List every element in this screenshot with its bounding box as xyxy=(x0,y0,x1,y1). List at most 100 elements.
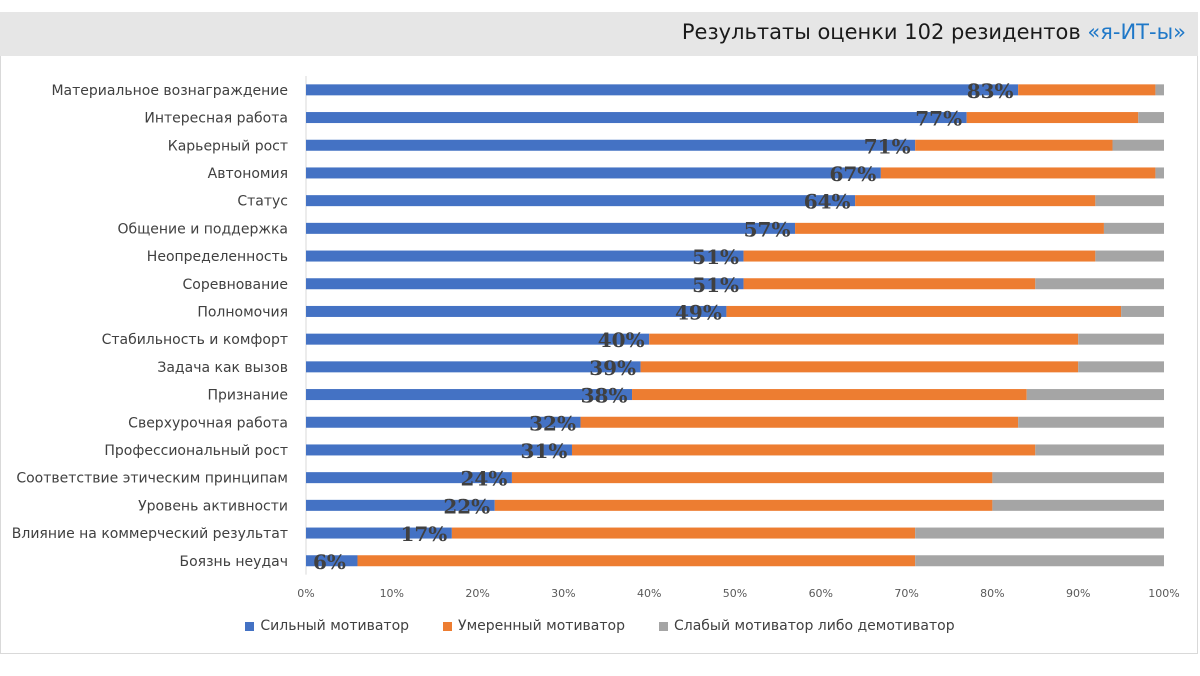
data-label: 40% xyxy=(598,328,645,352)
bar-segment-series-1 xyxy=(306,527,452,539)
bar-segment-series-2 xyxy=(743,250,1096,262)
bar-segment-series-3 xyxy=(1138,112,1164,124)
legend-item: Сильный мотиватор xyxy=(245,618,409,634)
bar-segment-series-2 xyxy=(1018,84,1156,96)
bar-segment-series-1 xyxy=(306,305,727,317)
x-tick-label: 90% xyxy=(1066,587,1090,600)
data-label: 83% xyxy=(967,79,1014,103)
legend-label: Сильный мотиватор xyxy=(260,618,410,634)
bar-segment-series-2 xyxy=(880,167,1156,179)
data-label: 51% xyxy=(692,245,739,269)
category-label: Влияние на коммерческий результат xyxy=(12,526,288,542)
bar-segment-series-3 xyxy=(915,555,1164,567)
bar-segment-series-1 xyxy=(306,112,967,124)
data-label: 39% xyxy=(589,356,636,380)
bar-segment-series-3 xyxy=(1018,416,1164,428)
bar-segment-series-3 xyxy=(915,527,1164,539)
bar-segment-series-3 xyxy=(1121,305,1164,317)
bar-segment-series-2 xyxy=(451,527,916,539)
data-label: 67% xyxy=(829,162,876,186)
bar-segment-series-2 xyxy=(915,139,1113,151)
bar-segment-series-1 xyxy=(306,250,744,262)
bar-segment-series-3 xyxy=(1026,389,1164,401)
data-label: 77% xyxy=(915,107,962,131)
x-tick-label: 0% xyxy=(297,587,314,600)
bar-segment-series-3 xyxy=(1035,444,1164,456)
chart-legend: Сильный мотиватор Умеренный мотиватор Слаб… xyxy=(0,618,1200,634)
bar-segment-series-2 xyxy=(966,112,1139,124)
category-label: Соревнование xyxy=(182,277,288,293)
bar-segment-series-2 xyxy=(580,416,1019,428)
bar-segment-series-2 xyxy=(571,444,1036,456)
bar-segment-series-2 xyxy=(726,305,1122,317)
bar-segment-series-2 xyxy=(511,472,993,484)
bar-segment-series-3 xyxy=(1155,84,1164,96)
x-tick-label: 20% xyxy=(465,587,489,600)
data-label: 24% xyxy=(460,467,507,491)
data-label: 49% xyxy=(675,300,722,324)
bar-segment-series-1 xyxy=(306,416,581,428)
legend-swatch xyxy=(245,621,255,631)
bar-segment-series-3 xyxy=(1095,250,1164,262)
x-tick-label: 50% xyxy=(723,587,747,600)
bar-segment-series-1 xyxy=(306,472,512,484)
bar-segment-series-1 xyxy=(306,84,1019,96)
bar-segment-series-1 xyxy=(306,195,856,207)
bar-segment-series-3 xyxy=(1035,278,1164,290)
bar-segment-series-3 xyxy=(1078,361,1164,373)
category-label: Интересная работа xyxy=(144,111,288,127)
bar-segment-series-1 xyxy=(306,389,633,401)
category-label: Задача как вызов xyxy=(157,360,288,376)
bar-segment-series-2 xyxy=(855,195,1096,207)
bar-segment-series-1 xyxy=(306,167,881,179)
bar-segment-series-2 xyxy=(632,389,1027,401)
bar-segment-series-3 xyxy=(1103,222,1164,234)
bar-segment-series-2 xyxy=(494,499,993,511)
bar-segment-series-3 xyxy=(1078,333,1164,345)
category-label: Профессиональный рост xyxy=(104,443,288,459)
bar-segment-series-1 xyxy=(306,139,916,151)
data-label: 31% xyxy=(521,439,568,463)
title-prefix: Результаты оценки 102 резидентов xyxy=(681,20,1088,44)
category-label: Сверхурочная работа xyxy=(128,415,288,431)
bar-segment-series-1 xyxy=(306,499,495,511)
bar-segment-series-1 xyxy=(306,222,796,234)
legend-swatch xyxy=(443,621,453,631)
title-bar xyxy=(0,12,1198,56)
category-label: Стабильность и комфорт xyxy=(102,332,288,348)
data-label: 71% xyxy=(864,134,911,158)
bar-segment-series-3 xyxy=(1112,139,1164,151)
x-tick-label: 30% xyxy=(551,587,575,600)
x-tick-label: 100% xyxy=(1148,587,1179,600)
chart-title: Результаты оценки 102 резидентов «я-ИТ-ы… xyxy=(682,20,1186,44)
bar-segment-series-3 xyxy=(1095,195,1164,207)
bar-segment-series-1 xyxy=(306,555,358,567)
category-label: Статус xyxy=(237,194,288,210)
category-label: Общение и поддержка xyxy=(117,221,288,237)
x-tick-label: 10% xyxy=(380,587,404,600)
legend-item: Умеренный мотиватор xyxy=(443,618,625,634)
category-label: Неопределенность xyxy=(147,249,288,265)
category-label: Карьерный рост xyxy=(168,138,288,154)
title-highlight: «я-ИТ-ы» xyxy=(1087,20,1186,44)
data-label: 57% xyxy=(744,217,791,241)
data-label: 51% xyxy=(692,273,739,297)
legend-swatch xyxy=(658,621,668,631)
bar-segment-series-1 xyxy=(306,278,744,290)
data-label: 38% xyxy=(581,384,628,408)
data-label: 32% xyxy=(529,411,576,435)
bar-segment-series-2 xyxy=(640,361,1079,373)
x-tick-label: 70% xyxy=(894,587,918,600)
legend-label: Слабый мотиватор либо демотиватор xyxy=(673,618,955,634)
bar-segment-series-3 xyxy=(992,499,1164,511)
bar-segment-series-2 xyxy=(357,555,916,567)
bar-segment-series-1 xyxy=(306,361,641,373)
legend-label: Умеренный мотиватор xyxy=(458,618,625,634)
x-tick-label: 60% xyxy=(809,587,833,600)
data-label: 64% xyxy=(804,190,851,214)
category-label: Боязнь неудач xyxy=(180,554,288,570)
category-label: Соответствие этическим принципам xyxy=(16,471,288,487)
data-label: 6% xyxy=(313,550,346,574)
category-label: Полномочия xyxy=(197,304,288,320)
